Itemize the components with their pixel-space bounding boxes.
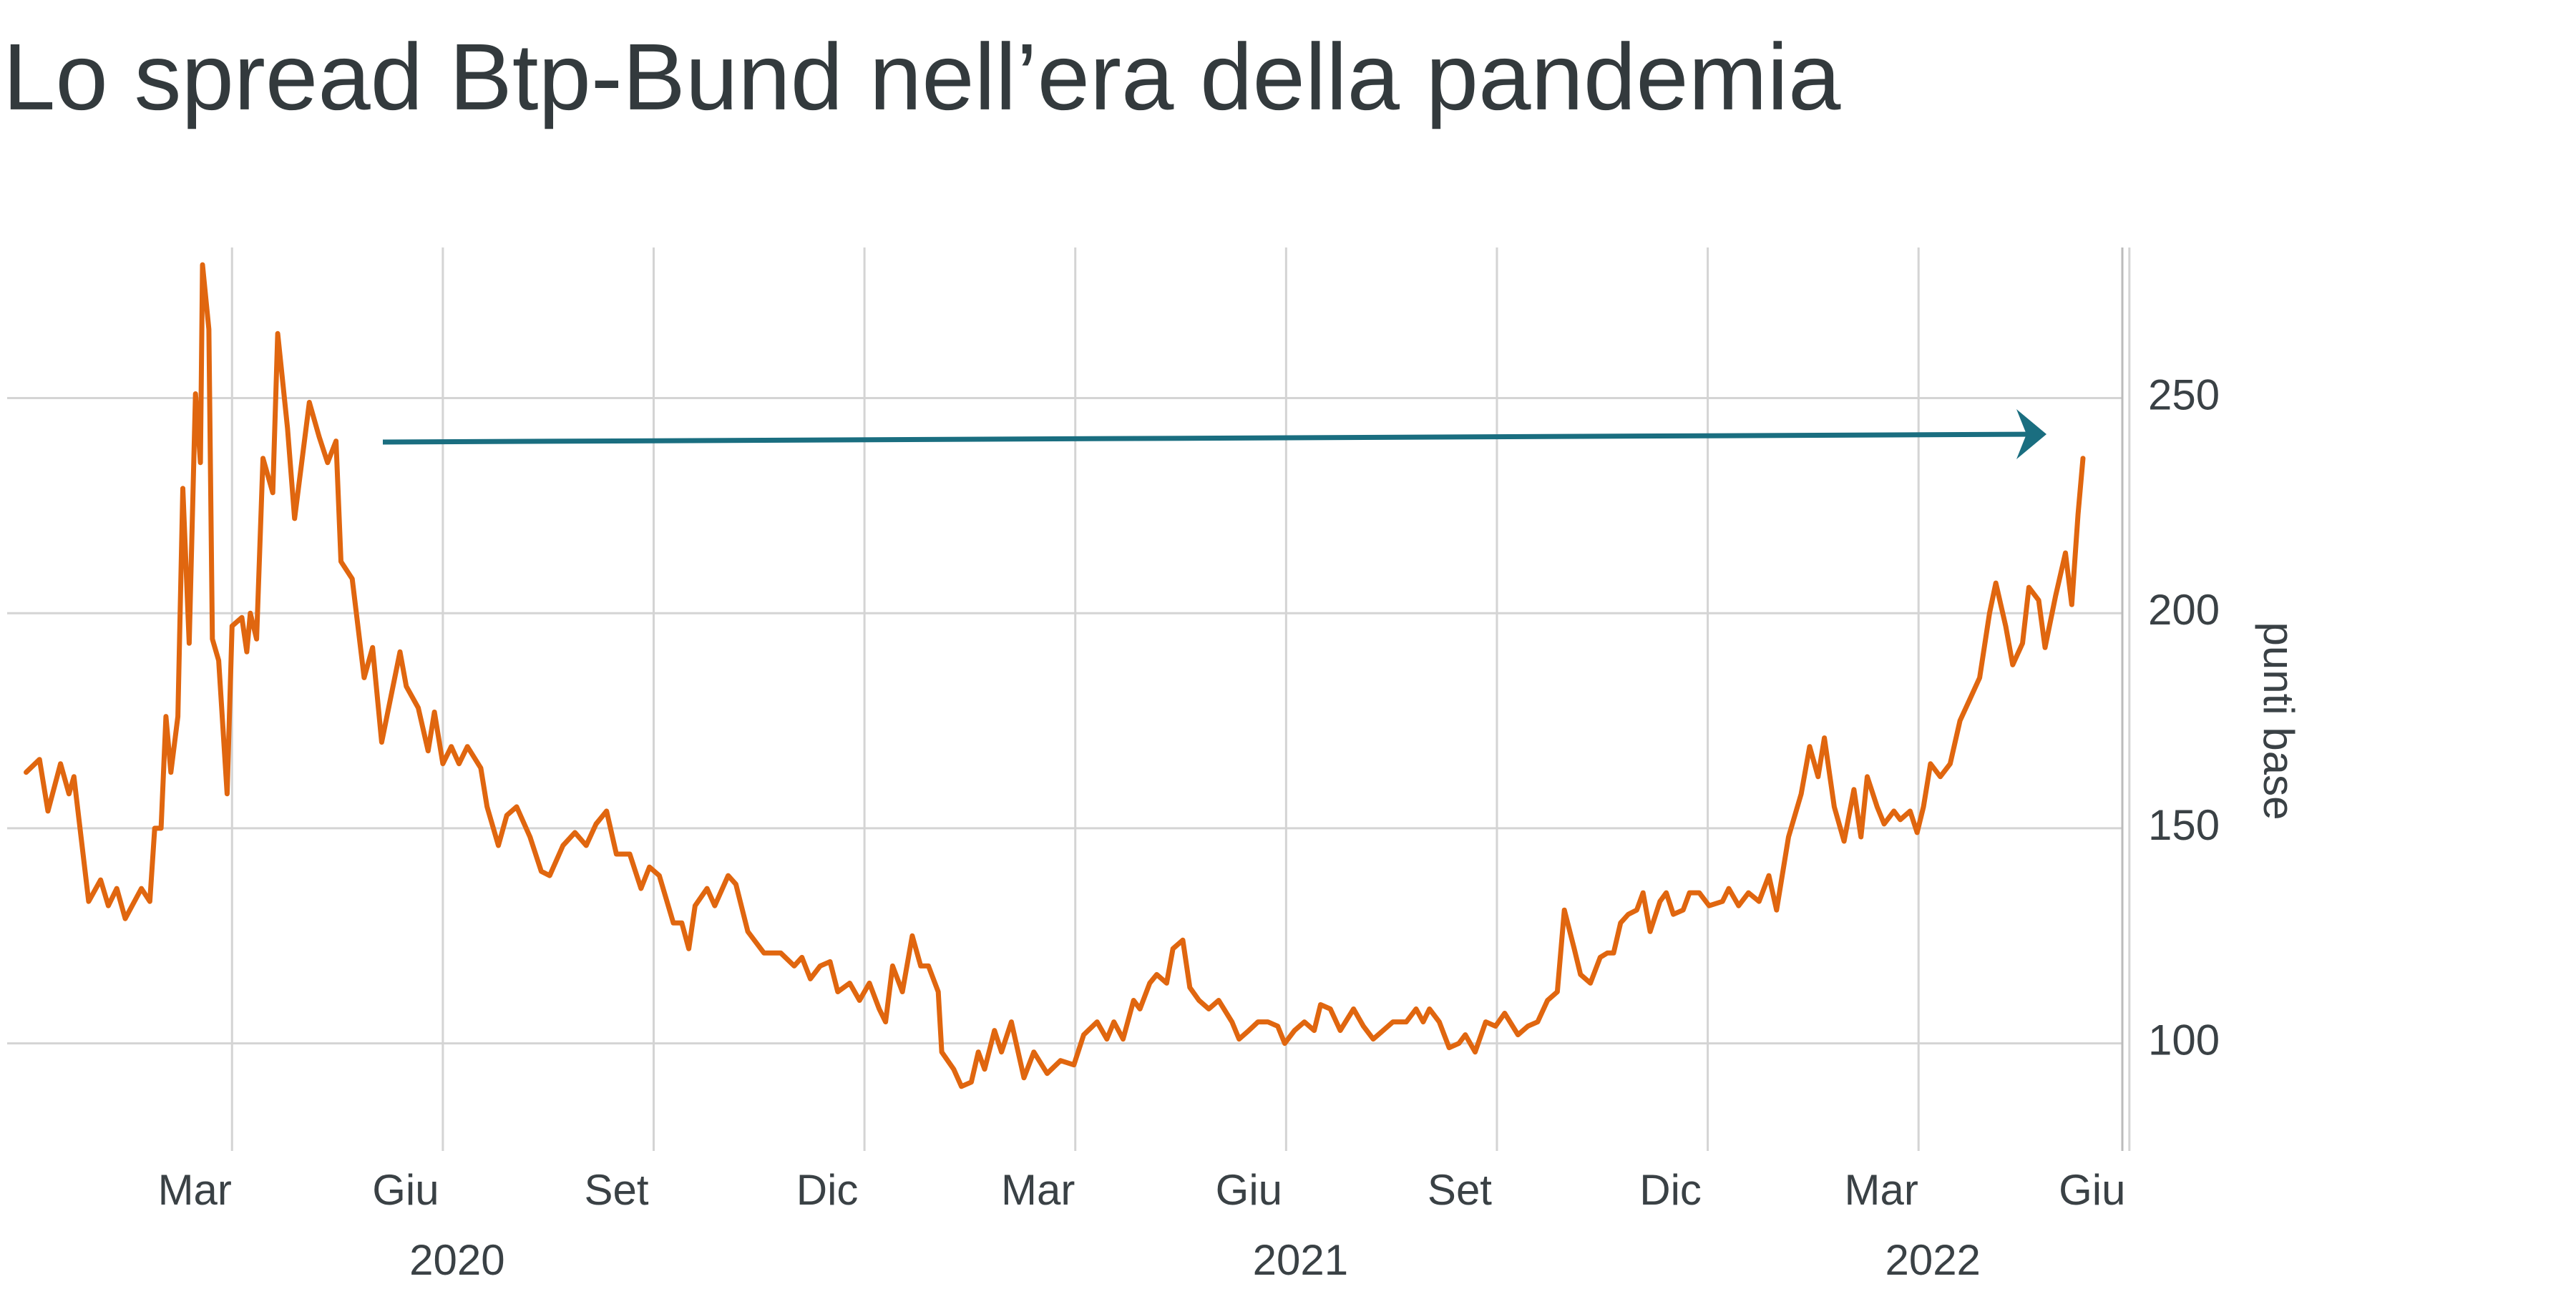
x-tick-label: Mar: [1001, 1166, 1075, 1214]
x-tick-label: Giu: [2059, 1166, 2125, 1214]
x-tick-label: Mar: [1845, 1166, 1918, 1214]
arrow-head: [2016, 409, 2046, 459]
y-tick-label: 100: [2148, 1016, 2220, 1064]
y-tick-label: 250: [2148, 371, 2220, 418]
x-tick-label: Giu: [372, 1166, 439, 1214]
x-tick-label: Mar: [158, 1166, 232, 1214]
y-tick-label: 150: [2148, 801, 2220, 849]
data-line: [24, 262, 2086, 1089]
y-axis-label: punti base: [2255, 622, 2303, 820]
x-tick-label: Dic: [1639, 1166, 1702, 1214]
x-tick-label: Giu: [1216, 1166, 1282, 1214]
arrow-shaft: [382, 431, 2041, 445]
x-tick-label: Set: [1428, 1166, 1492, 1214]
x-tick-label: Dic: [796, 1166, 859, 1214]
x-year-label: 2021: [1253, 1236, 1348, 1284]
x-year-label: 2020: [409, 1236, 504, 1284]
annotation-arrow: [382, 409, 2046, 459]
x-year-label: 2022: [1885, 1236, 1980, 1284]
x-tick-label: Set: [584, 1166, 648, 1214]
chart-title: Lo spread Btp-Bund nell’era della pandem…: [3, 24, 1841, 129]
y-tick-label: 200: [2148, 586, 2220, 634]
